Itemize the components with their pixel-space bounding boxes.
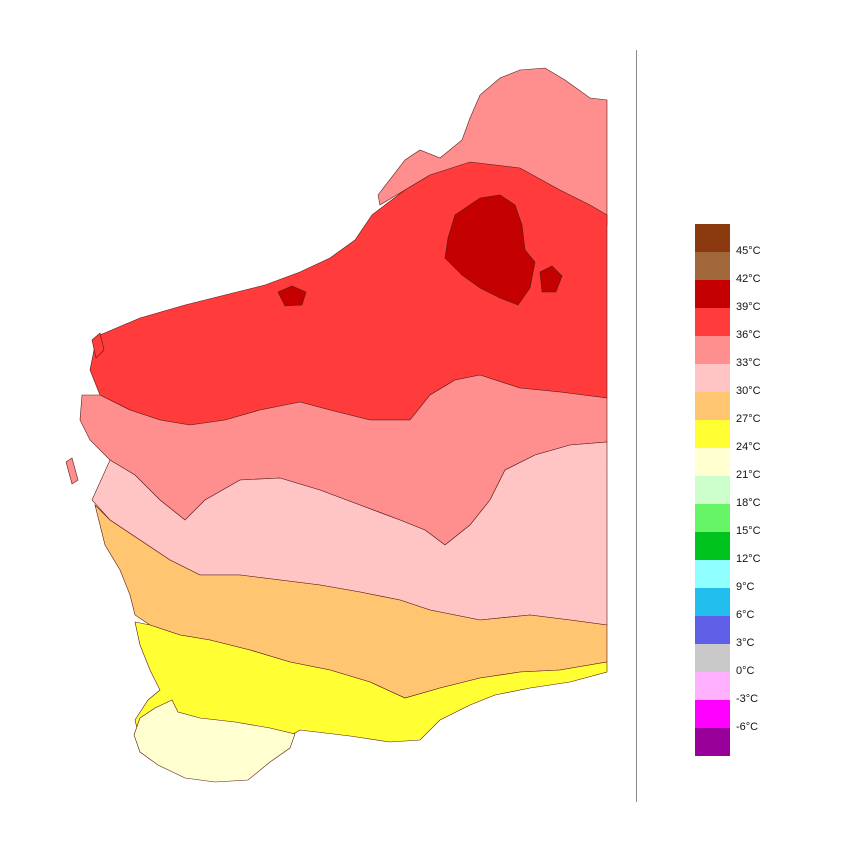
- legend-tick-label: 45°C: [736, 245, 761, 257]
- legend-tick-label: 18°C: [736, 497, 761, 509]
- legend-swatch: [695, 308, 730, 336]
- legend-tick-label: 9°C: [736, 581, 755, 593]
- legend-swatch: [695, 672, 730, 700]
- zone-36-39-island: [91, 332, 105, 359]
- legend-tick-label: -3°C: [736, 693, 759, 705]
- zone-39-42-patch: [539, 265, 563, 293]
- zone-21-24-area: [133, 699, 296, 783]
- legend-swatch: [695, 252, 730, 280]
- legend-tick-label: 39°C: [736, 301, 761, 313]
- legend-swatch: [695, 560, 730, 588]
- legend-swatch: [695, 364, 730, 392]
- zone-39-42-area: [444, 194, 536, 306]
- zone-39-42-patch-west: [277, 285, 307, 307]
- legend-tick-label: 42°C: [736, 273, 761, 285]
- legend-swatch: [695, 392, 730, 420]
- legend-tick-label: 0°C: [736, 665, 755, 677]
- legend-swatch: [695, 224, 730, 252]
- legend-tick-label: 21°C: [736, 469, 761, 481]
- legend-swatch: [695, 448, 730, 476]
- legend-swatch: [695, 616, 730, 644]
- legend-swatch: [695, 476, 730, 504]
- legend-tick-label: 6°C: [736, 609, 755, 621]
- legend-divider-line: [636, 50, 637, 802]
- legend-tick-label: 27°C: [736, 413, 761, 425]
- legend-tick-label: 33°C: [736, 357, 761, 369]
- legend-tick-label: 15°C: [736, 525, 761, 537]
- legend-swatch: [695, 420, 730, 448]
- zone-33-36-island: [65, 457, 79, 485]
- legend-swatch: [695, 644, 730, 672]
- legend-swatch: [695, 336, 730, 364]
- legend-swatch: [695, 280, 730, 308]
- legend-swatch: [695, 728, 730, 756]
- legend-tick-label: 30°C: [736, 385, 761, 397]
- legend-swatch: [695, 504, 730, 532]
- zone-36-39-area: [89, 161, 608, 426]
- legend-swatch: [695, 700, 730, 728]
- legend-swatch: [695, 532, 730, 560]
- legend-tick-label: -6°C: [736, 721, 759, 733]
- legend-tick-label: 3°C: [736, 637, 755, 649]
- legend-swatch: [695, 588, 730, 616]
- legend-tick-label: 12°C: [736, 553, 761, 565]
- legend-tick-label: 24°C: [736, 441, 761, 453]
- legend-tick-label: 36°C: [736, 329, 761, 341]
